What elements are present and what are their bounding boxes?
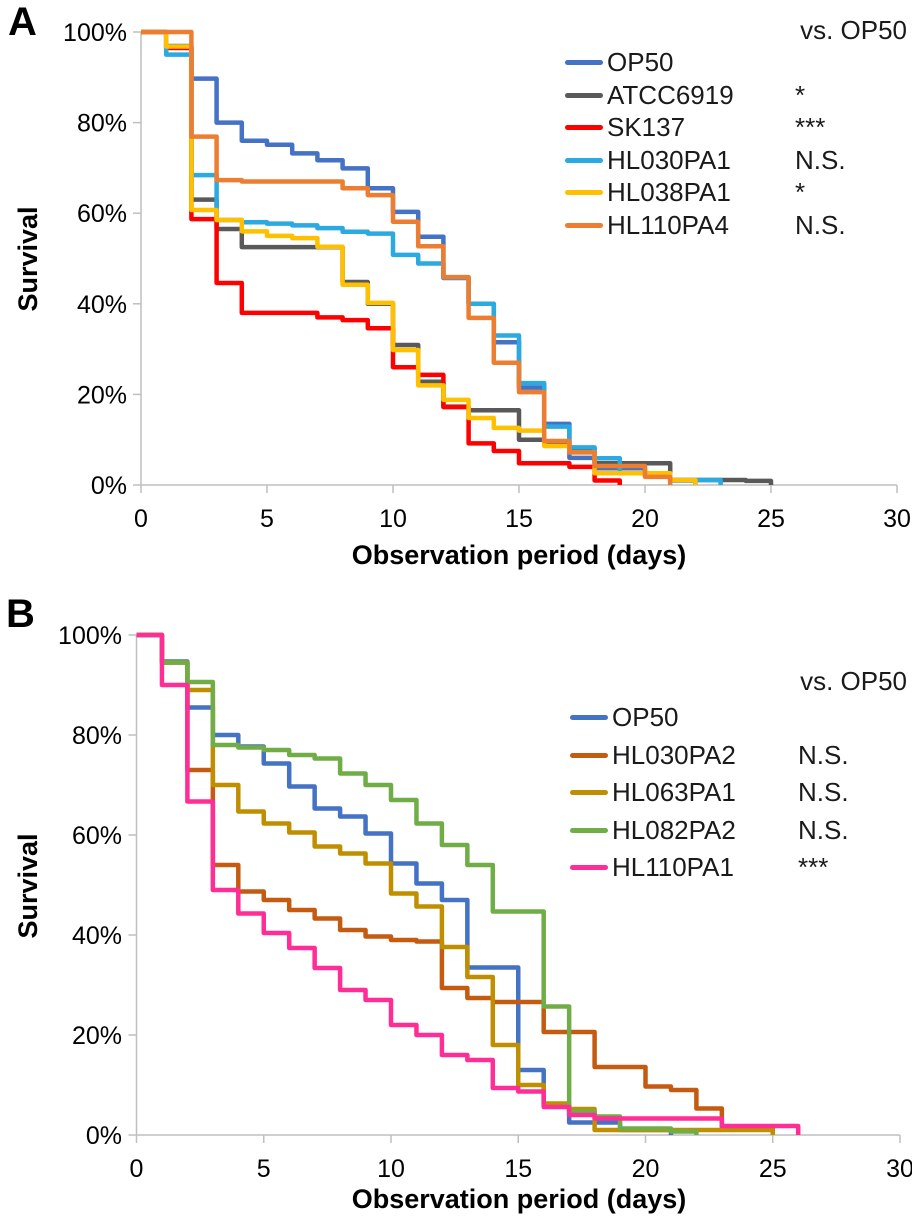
- panel-b-y-tick-label: 100%: [58, 622, 122, 650]
- panel-b-legend-item-op50: OP50: [0, 701, 912, 733]
- panel-b-y-tick-label: 0%: [86, 1122, 122, 1150]
- panel-b-legend-series-name: HL110PA1: [612, 852, 734, 882]
- panel-a-legend-item-atcc6919: ATCC6919 *: [0, 79, 912, 111]
- panel-a-legend-series-name: SK137: [607, 112, 686, 142]
- panel-b-legend-line-icon-hl082pa2: [570, 827, 608, 833]
- panel-a-legend-item-hl030pa1: HL030PA1 N.S.: [0, 144, 912, 176]
- panel-b-legend-series-name: HL082PA2: [612, 814, 736, 845]
- panel-b-legend-line-icon-op50: [570, 715, 608, 720]
- panel-a-x-axis-title: Observation period (days): [351, 540, 687, 570]
- panel-a-legend-line-icon-sk137: [565, 125, 603, 130]
- panel-b-legend-series-name: HL030PA2: [612, 739, 736, 770]
- panel-a-vs-op50-note: vs. OP50: [800, 15, 907, 45]
- panel-b-legend-series-name: OP50: [612, 702, 679, 732]
- panel-a-legend-significance: *: [795, 79, 806, 110]
- panel-a-legend-line-icon-hl038pa1: [565, 190, 603, 195]
- panel-a-legend-significance: ***: [795, 112, 826, 142]
- panel-a-legend-item-hl038pa1: HL038PA1 *: [0, 176, 912, 208]
- panel-a-x-tick-label: 10: [379, 505, 407, 533]
- panel-b-legend-item-hl030pa2: HL030PA2 N.S.: [0, 739, 912, 771]
- panel-b-vs-op50-note: vs. OP50: [800, 666, 907, 696]
- panel-b-legend-line-icon-hl110pa1: [570, 865, 608, 870]
- panel-b-legend-line-icon-hl030pa2: [570, 752, 608, 758]
- panel-b-x-tick-label: 30: [886, 1155, 912, 1183]
- panel-b-letter: B: [6, 592, 35, 636]
- panel-a-x-tick-label: 25: [757, 505, 785, 533]
- panel-a-legend-series-name: OP50: [607, 47, 674, 77]
- panel-a-x-tick-label: 20: [631, 505, 659, 533]
- panel-a-legend-significance: *: [795, 177, 806, 207]
- panel-a-legend-line-icon-atcc6919: [565, 92, 603, 98]
- panel-a-y-tick-label: 100%: [63, 19, 127, 47]
- panel-a-legend-line-icon-hl110pa4: [565, 222, 603, 228]
- panel-a-legend-series-name: HL110PA4: [607, 209, 729, 240]
- panel-b-curve-hl063pa1: [136, 632, 775, 1135]
- panel-b-x-axis-title: Observation period (days): [351, 1184, 687, 1214]
- panel-a-legend-item-hl110pa4: HL110PA4 N.S.: [0, 209, 912, 241]
- panel-a-x-tick-label: 0: [134, 505, 148, 533]
- panel-a-x-tick-label: 5: [260, 505, 274, 533]
- panel-b-legend-significance: ***: [798, 852, 829, 882]
- panel-b-y-tick-label: 40%: [72, 922, 122, 950]
- panel-a-legend-significance: N.S.: [795, 144, 846, 175]
- panel-b-x-tick-label: 15: [504, 1155, 532, 1183]
- panel-b-curve-hl110pa1: [136, 632, 801, 1135]
- panel-b-legend-series-name: HL063PA1: [612, 777, 736, 807]
- panel-a-legend-series-name: HL038PA1: [607, 177, 731, 207]
- panel-a-y-tick-label: 80%: [77, 110, 127, 138]
- panel-b-y-tick-label: 60%: [72, 822, 122, 850]
- panel-b-x-tick-label: 5: [257, 1155, 271, 1183]
- panel-b-x-tick-label: 10: [377, 1155, 405, 1183]
- panel-b-x-tick-label: 20: [632, 1155, 660, 1183]
- panel-a-legend-series-name: HL030PA1: [607, 144, 731, 175]
- panel-b-legend-item-hl082pa2: HL082PA2 N.S.: [0, 814, 912, 846]
- panel-b-legend-item-hl063pa1: HL063PA1 N.S.: [0, 776, 912, 808]
- panel-a-y-tick-label: 0%: [91, 472, 127, 500]
- panel-b-y-tick-label: 20%: [72, 1022, 122, 1050]
- panel-b-x-tick-label: 0: [130, 1155, 144, 1183]
- panel-b-y-tick-label: 80%: [72, 722, 122, 750]
- panel-a-x-tick-label: 30: [883, 505, 911, 533]
- panel-a-curve-hl110pa4: [141, 29, 673, 485]
- panel-b-legend-significance: N.S.: [798, 777, 849, 807]
- panel-a-legend-item-op50: OP50: [0, 46, 912, 78]
- panel-a-y-tick-label: 20%: [77, 381, 127, 409]
- panel-b-legend-line-icon-hl063pa1: [570, 790, 608, 795]
- panel-b-legend-significance: N.S.: [798, 814, 849, 845]
- panel-a-y-tick-label: 60%: [77, 200, 127, 228]
- panel-b-x-tick-label: 25: [759, 1155, 787, 1183]
- panel-b-legend-item-hl110pa1: HL110PA1 ***: [0, 851, 912, 883]
- panel-a-letter: A: [8, 0, 37, 44]
- panel-a-legend-line-icon-hl030pa1: [565, 157, 603, 163]
- panel-b-legend-significance: N.S.: [798, 739, 849, 770]
- panel-a-legend-line-icon-op50: [565, 60, 603, 65]
- panel-a-legend-series-name: ATCC6919: [607, 79, 734, 110]
- panel-a-y-tick-label: 40%: [77, 291, 127, 319]
- panel-a-legend-significance: N.S.: [795, 209, 846, 240]
- panel-a-legend-item-sk137: SK137 ***: [0, 111, 912, 143]
- panel-a-x-tick-label: 15: [505, 505, 533, 533]
